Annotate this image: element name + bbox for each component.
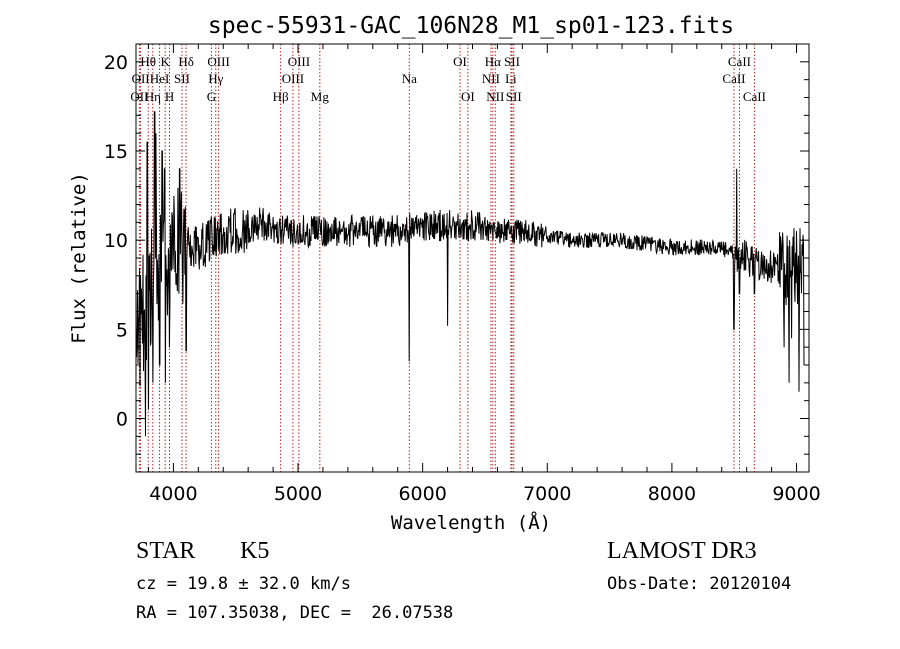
line-label-hη: Hη: [145, 89, 161, 104]
line-label-nii: NII: [482, 71, 500, 86]
line-label-oi: OI: [453, 54, 467, 69]
spectrum-line: [135, 111, 805, 437]
object-subclass: K5: [240, 538, 270, 564]
y-tick-label: 15: [104, 141, 128, 163]
spectrum-trace: [135, 111, 805, 437]
line-label-g: G: [207, 89, 216, 104]
line-label-hα: Hα: [485, 54, 501, 69]
line-label-sii: SII: [506, 89, 522, 104]
x-axis-label: Wavelength (Å): [391, 511, 551, 534]
x-tick-label: 7000: [523, 483, 571, 505]
line-label-mg: Mg: [311, 89, 330, 104]
x-tick-label: 6000: [398, 483, 446, 505]
y-tick-label: 0: [116, 409, 128, 431]
line-label-oi: OI: [461, 89, 475, 104]
line-label-k: K: [160, 54, 170, 69]
chart-title: spec-55931-GAC_106N28_M1_sp01-123.fits: [208, 13, 734, 39]
survey-name: LAMOST DR3: [607, 538, 757, 564]
line-label-sii: SII: [174, 71, 190, 86]
line-label-sii: SII: [504, 54, 520, 69]
line-label-hθ: Hθ: [140, 54, 156, 69]
x-tick-label: 5000: [274, 483, 322, 505]
x-tick-label: 9000: [772, 483, 820, 505]
observation-date: Obs-Date: 20120104: [607, 574, 792, 594]
plot-frame: [135, 43, 810, 473]
y-tick-label: 5: [116, 319, 128, 341]
y-tick-label: 10: [104, 230, 128, 252]
x-tick-label: 4000: [149, 483, 197, 505]
line-label-oii: OII: [132, 71, 150, 86]
line-label-hδ: Hδ: [178, 54, 194, 69]
y-axis: 0 5 10 15 20: [104, 52, 809, 455]
line-label-oii: OII: [130, 89, 148, 104]
line-label-nii: NII: [486, 89, 504, 104]
x-axis: 4000 5000 6000 7000 8000 9000: [147, 44, 821, 505]
line-label-oiii: OIII: [288, 54, 310, 69]
line-label-caii: CaII: [728, 54, 751, 69]
line-label-hβ: Hβ: [273, 89, 289, 104]
coordinates: RA = 107.35038, DEC = 26.07538: [136, 603, 454, 623]
line-label-na: Na: [402, 71, 417, 86]
line-label-oiii: OIII: [207, 54, 229, 69]
redshift-velocity: cz = 19.8 ± 32.0 km/s: [136, 574, 351, 594]
y-axis-label: Flux (relative): [68, 172, 90, 344]
object-class: STAR: [136, 538, 196, 564]
line-label-li: Li: [505, 71, 517, 86]
line-label-hγ: Hγ: [208, 71, 223, 86]
y-tick-label: 20: [104, 52, 128, 74]
line-label-caii: CaII: [722, 71, 745, 86]
line-label-caii: CaII: [743, 89, 766, 104]
line-label-oiii: OIII: [282, 71, 304, 86]
x-tick-label: 8000: [648, 483, 696, 505]
line-label-hei: HeI: [150, 71, 170, 86]
line-label-h: H: [165, 89, 174, 104]
